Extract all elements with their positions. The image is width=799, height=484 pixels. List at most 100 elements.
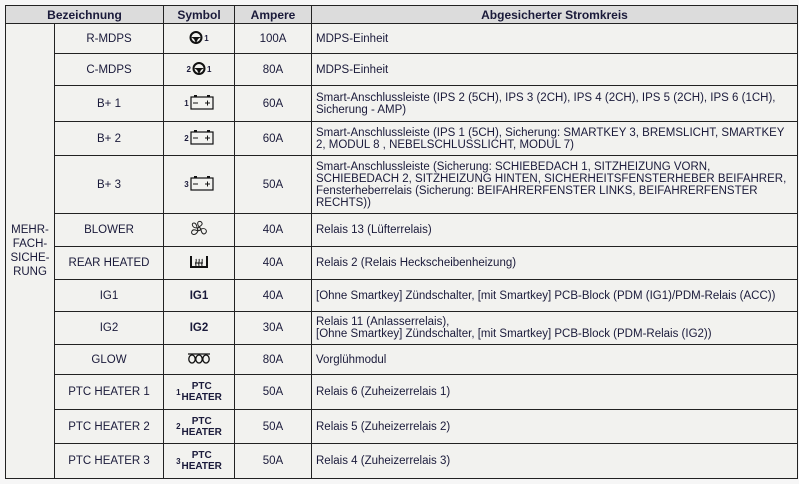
circuit-text: [Ohne Smartkey] Zündschalter, [mit Smart… [316, 289, 776, 302]
circuit-text: Vorglühmodul [316, 353, 387, 366]
ampere: 50A [234, 374, 312, 410]
battery-icon [190, 94, 214, 113]
ampere: 30A [234, 311, 312, 345]
circuit-cell: Relais 13 (Lüfterrelais) [311, 213, 798, 247]
ampere: 80A [234, 344, 312, 375]
circuit-text: Relais 6 (Zuheizerrelais 1) [316, 386, 451, 398]
circuit-text: Relais 11 (Anlasserrelais), [316, 316, 450, 328]
circuit-cell: Smart-Anschlussleiste (IPS 1 (5CH), Sich… [311, 121, 798, 156]
table-row: GLOW 80A Vorglühmodul [6, 344, 798, 375]
circuit-text: Smart-Anschlussleiste (Sicherung: SCHIEB… [316, 160, 787, 209]
table-row: B+ 2 2 60A Smart-Anschlussleiste (IPS 1 (5C… [6, 121, 798, 156]
group-label-line: RUNG [13, 266, 47, 278]
ampere: 40A [234, 213, 312, 247]
header-circuit: Abgesicherter Stromkreis [311, 5, 798, 24]
fuse-name: B+ 2 [54, 121, 164, 156]
fuse-name: R-MDPS [54, 23, 164, 54]
symbol-text: IG1 [189, 289, 209, 302]
table-row: IG2 IG2 30A Relais 11 (Anlasserrelais), [Ohn… [6, 311, 798, 345]
fuse-table: Bezeichnung Symbol Ampere Abgesicherter … [5, 5, 798, 479]
circuit-cell: Vorglühmodul [311, 344, 798, 375]
ptc-heater-symbol: PTC HEATER [182, 450, 222, 472]
circuit-cell: Smart-Anschlussleiste (IPS 2 (5CH), IPS … [311, 85, 798, 122]
circuit-text: Relais 4 (Zuheizerrelais 3) [316, 455, 451, 467]
ampere: 60A [234, 85, 312, 122]
circuit-text: Relais 2 (Relais Heckscheibenheizung) [316, 257, 517, 269]
symbol-cell [163, 213, 235, 247]
fuse-name: IG2 [54, 311, 164, 345]
symbol-text: PTC [191, 450, 212, 461]
circuit-cell: Relais 2 (Relais Heckscheibenheizung) [311, 246, 798, 280]
group-label-line: SICHE- [10, 252, 50, 264]
symbol-prefix: 3 [176, 456, 181, 466]
group-label: MEHR- FACH- SICHE- RUNG [5, 23, 55, 479]
fuse-name: IG1 [54, 279, 164, 312]
symbol-prefix: 1 [176, 387, 181, 397]
ampere: 80A [234, 53, 312, 86]
steering-wheel-icon [192, 61, 206, 78]
symbol-cell: 1 [163, 23, 235, 54]
ampere: 100A [234, 23, 312, 54]
table-row: C-MDPS 2 1 80A MDPS-Einheit [6, 53, 798, 86]
table-row: B+ 3 3 50A Smart-Anschlussleiste (Sicherung… [6, 155, 798, 214]
circuit-cell: Relais 4 (Zuheizerrelais 3) [311, 443, 798, 479]
glow-plug-icon [187, 352, 211, 367]
battery-icon [190, 129, 214, 148]
fuse-name: B+ 3 [54, 155, 164, 214]
fuse-name: PTC HEATER 2 [54, 409, 164, 444]
circuit-text: MDPS-Einheit [316, 32, 389, 45]
table-row: PTC HEATER 2 2 PTC HEATER 50A Relais 5 (Zuhei… [6, 409, 798, 444]
symbol-suffix: 1 [207, 65, 212, 74]
symbol-prefix: 3 [184, 180, 189, 189]
symbol-text: HEATER [181, 426, 222, 438]
table-row: PTC HEATER 3 3 PTC HEATER 50A Relais 4 (Zuhei… [6, 443, 798, 479]
fuse-name: PTC HEATER 1 [54, 374, 164, 410]
table-row: B+ 1 1 60A Smart-Anschlussleiste (IPS 2 (5C… [6, 85, 798, 122]
symbol-text: HEATER [181, 392, 222, 403]
circuit-text: MDPS-Einheit [316, 63, 389, 76]
group-label-line: FACH- [12, 238, 48, 250]
circuit-text: Relais 13 (Lüfterrelais) [316, 224, 432, 236]
ampere: 50A [234, 155, 312, 214]
symbol-cell: 1 [163, 85, 235, 122]
circuit-cell: Relais 6 (Zuheizerrelais 1) [311, 374, 798, 410]
rear-defroster-icon [189, 254, 209, 273]
table-row: BLOWER 40A Relais 13 (Lüfterrelais) [6, 213, 798, 247]
header-row: Bezeichnung Symbol Ampere Abgesicherter … [5, 5, 798, 24]
ampere: 40A [234, 246, 312, 280]
header-bezeichnung: Bezeichnung [5, 5, 164, 24]
circuit-text: Relais 5 (Zuheizerrelais 2) [316, 420, 451, 433]
circuit-text: [Ohne Smartkey] Zündschalter, [mit Smart… [316, 328, 712, 340]
symbol-text: PTC [191, 415, 212, 427]
circuit-cell: [Ohne Smartkey] Zündschalter, [mit Smart… [311, 279, 798, 312]
symbol-cell: 2 [163, 121, 235, 156]
symbol-text: PTC [191, 381, 212, 392]
header-ampere: Ampere [234, 5, 312, 24]
symbol-prefix: 2 [186, 65, 191, 74]
ampere: 60A [234, 121, 312, 156]
fuse-name: C-MDPS [54, 53, 164, 86]
symbol-prefix: 2 [184, 134, 189, 143]
table-row: REAR HEATED 40A Relais 2 (Relais Heckschei… [6, 246, 798, 280]
symbol-cell: IG2 [163, 311, 235, 345]
circuit-cell: MDPS-Einheit [311, 53, 798, 86]
circuit-cell: Relais 11 (Anlasserrelais), [Ohne Smartke… [311, 311, 798, 345]
circuit-cell: MDPS-Einheit [311, 23, 798, 54]
symbol-text: IG2 [189, 322, 209, 334]
fuse-name: B+ 1 [54, 85, 164, 122]
table-row: MEHR- FACH- SICHE- RUNG R-MDPS 1 100A MDPS-Einh… [5, 23, 798, 479]
symbol-prefix: 2 [176, 422, 181, 431]
ptc-heater-symbol: PTC HEATER [182, 381, 222, 403]
symbol-suffix: 1 [204, 34, 209, 43]
symbol-cell: IG1 [163, 279, 235, 312]
symbol-text: HEATER [181, 461, 222, 472]
ampere: 50A [234, 409, 312, 444]
header-symbol: Symbol [163, 5, 235, 24]
group-label-line: MEHR- [11, 224, 49, 236]
ampere: 50A [234, 443, 312, 479]
fan-icon [189, 220, 209, 241]
symbol-prefix: 1 [184, 99, 189, 108]
table-row: PTC HEATER 1 1 PTC HEATER 50A Relais 6 (Zuhei… [6, 374, 798, 410]
symbol-cell: 3 [163, 155, 235, 214]
